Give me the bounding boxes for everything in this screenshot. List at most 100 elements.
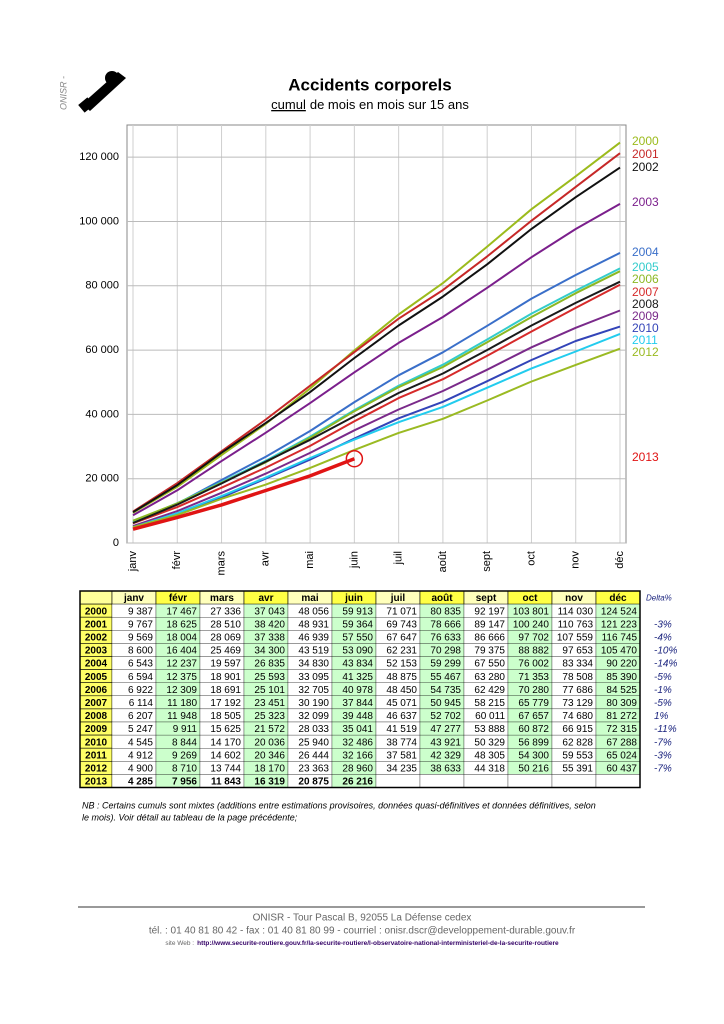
table-value: 54 300 (518, 750, 549, 761)
year-label: 2002 (85, 632, 108, 643)
table-value: 43 519 (298, 646, 329, 657)
legend-label: 2012 (632, 345, 659, 359)
table-value: 12 237 (166, 659, 197, 670)
delta-value: -3% (654, 750, 672, 761)
x-tick-label: avr (260, 551, 272, 567)
table-value: 103 801 (513, 606, 550, 617)
table-value: 6 207 (128, 711, 153, 722)
x-tick-label: août (437, 551, 449, 572)
table-header-text: août (431, 593, 453, 604)
legend-label: 2005 (632, 260, 659, 274)
table-value: 59 553 (562, 750, 593, 761)
table-header-text: mai (301, 593, 318, 604)
table-value: 12 375 (166, 672, 197, 683)
series-line (132, 325, 621, 530)
x-tick-label: nov (570, 551, 582, 569)
year-label: 2012 (85, 763, 108, 774)
table-value: 65 779 (518, 698, 549, 709)
table-value: 116 745 (602, 632, 638, 643)
table-value: 50 329 (474, 737, 505, 748)
table-value: 60 011 (475, 711, 505, 722)
table-value: 92 197 (474, 606, 505, 617)
table-value: 9 269 (172, 750, 197, 761)
table-value: 25 101 (254, 685, 285, 696)
year-label: 2008 (85, 711, 108, 722)
table-value: 19 597 (210, 659, 241, 670)
table-value: 18 691 (210, 685, 241, 696)
note-line: NB : Certains cumuls sont mixtes (additi… (82, 800, 596, 810)
x-tick-label: juil (393, 551, 405, 565)
table-value: 58 215 (474, 698, 505, 709)
series-line (132, 141, 621, 514)
series-line (132, 270, 621, 522)
legend-label: 2006 (632, 272, 659, 286)
legend-label: 2004 (632, 245, 659, 259)
table-value: 37 043 (254, 606, 285, 617)
chart-subtitle: cumul de mois en mois sur 15 ans (271, 97, 469, 112)
x-tick-label: oct (525, 551, 537, 566)
table-value: 27 336 (210, 606, 241, 617)
table-value: 9 767 (128, 619, 153, 630)
table-value: 28 960 (342, 763, 373, 774)
year-label: 2003 (85, 646, 108, 657)
series-line (132, 347, 621, 529)
table-value: 77 686 (562, 685, 593, 696)
series-line (132, 152, 621, 513)
table-value: 52 153 (386, 659, 417, 670)
table-value: 97 653 (562, 646, 593, 657)
table-value: 45 071 (386, 698, 417, 709)
table-header-text: mars (210, 593, 234, 604)
table-value: 6 922 (128, 685, 153, 696)
table-header-text: nov (565, 593, 583, 604)
table-value: 14 170 (210, 737, 241, 748)
series-line (132, 283, 621, 525)
x-tick-label: juin (348, 551, 360, 569)
table-value: 20 875 (298, 777, 329, 788)
year-label: 2000 (85, 606, 108, 617)
table-value: 6 594 (128, 672, 153, 683)
delta-value: -4% (654, 632, 672, 643)
table-value: 62 429 (474, 685, 505, 696)
delta-value: -7% (654, 763, 672, 774)
data-table: janv févr mars avr mai juin juil août sept oct nov… (79, 590, 677, 789)
y-tick-label: 100 000 (79, 215, 119, 227)
table-cell (507, 774, 553, 788)
x-tick-label: janv (127, 551, 139, 573)
table-value: 55 467 (430, 672, 461, 683)
table-value: 21 572 (254, 724, 285, 735)
table-header-text: sept (476, 593, 497, 604)
table-cell (551, 774, 597, 788)
table-value: 41 519 (386, 724, 417, 735)
year-label: 2010 (85, 737, 108, 748)
table-value: 39 448 (342, 711, 373, 722)
x-tick-label: sept (481, 551, 493, 572)
x-tick-label: déc (614, 551, 626, 569)
table-value: 74 680 (562, 711, 593, 722)
plot-frame (126, 124, 627, 544)
table-value: 48 875 (386, 672, 417, 683)
table-value: 56 899 (518, 737, 549, 748)
table-value: 48 450 (386, 685, 417, 696)
table-value: 60 437 (606, 763, 637, 774)
table-value: 43 921 (430, 737, 461, 748)
delta-value: -1% (654, 685, 672, 696)
footer-web-url: http://www.securite-routiere.gouv.fr/la-… (197, 940, 559, 947)
table-value: 83 334 (562, 659, 593, 670)
table-cell (463, 774, 509, 788)
delta-value: -5% (654, 698, 672, 709)
table-value: 79 375 (474, 646, 505, 657)
legend-label: 2002 (632, 160, 659, 174)
table-value: 23 451 (254, 698, 285, 709)
table-value: 48 305 (474, 750, 505, 761)
table-header-text: juin (344, 593, 363, 604)
table-value: 11 180 (167, 698, 197, 709)
series-line (132, 332, 621, 529)
table-value: 88 882 (518, 646, 549, 657)
legend-label: 2007 (632, 285, 659, 299)
table-value: 89 147 (474, 619, 505, 630)
table-value: 110 763 (558, 619, 594, 630)
table-value: 9 387 (128, 606, 153, 617)
legend-label: 2000 (632, 134, 659, 148)
series-line (132, 280, 621, 524)
